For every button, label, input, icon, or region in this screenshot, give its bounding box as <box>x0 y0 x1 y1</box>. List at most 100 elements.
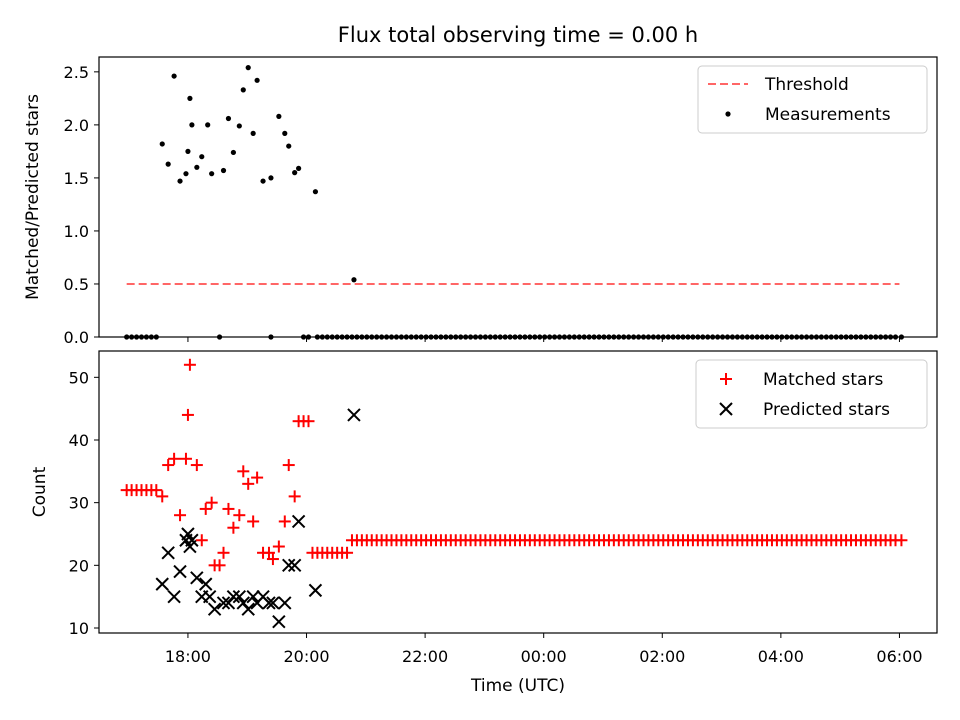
x-tick-label: 20:00 <box>283 647 329 666</box>
top-plot-marks <box>124 65 905 340</box>
measurement-point <box>230 149 236 156</box>
measurement-point <box>194 164 200 170</box>
measurement-point <box>199 154 205 160</box>
predicted-star-point <box>167 589 181 604</box>
predicted-star-point <box>155 577 169 591</box>
legend-measurements-swatch <box>725 111 731 117</box>
matched-star-point <box>150 484 163 497</box>
predicted-star-point <box>308 583 323 598</box>
predicted-star-point <box>262 596 276 610</box>
bottom-y-tick-label: 10 <box>69 619 89 638</box>
predicted-star-point <box>232 589 247 604</box>
top-y-tick-label: 1.0 <box>64 222 89 241</box>
measurement-point <box>250 130 256 136</box>
measurement-point <box>292 170 298 176</box>
matched-star-point <box>302 415 315 428</box>
bottom-y-tick-label: 50 <box>69 368 89 387</box>
matched-star-point <box>174 509 187 522</box>
bottom-axes-frame <box>98 350 938 634</box>
predicted-star-point <box>291 514 306 529</box>
matched-star-point <box>190 459 203 472</box>
matched-star-point <box>179 452 192 465</box>
bottom-y-axis-label: Count <box>30 466 50 517</box>
matched-star-point <box>233 509 246 522</box>
predicted-star-point <box>161 546 175 560</box>
legend-matched-label: Matched stars <box>763 370 883 390</box>
legend-measurements-label: Measurements <box>765 105 891 125</box>
matched-star-point <box>217 546 230 559</box>
legend-threshold-label: Threshold <box>764 75 849 95</box>
predicted-star-point <box>185 533 199 547</box>
matched-star-point <box>162 459 175 472</box>
measurement-point <box>268 175 274 181</box>
matched-star-point <box>237 465 250 478</box>
predicted-star-point <box>241 602 255 616</box>
predicted-star-point <box>347 408 361 422</box>
bottom-axes: 10 20 30 40 50 18:00 20:00 22:00 00:00 02:00 04:0… <box>30 350 938 696</box>
x-tick-label: 06:00 <box>876 647 922 666</box>
top-y-tick-label: 2.5 <box>64 63 89 82</box>
legend-predicted-label: Predicted stars <box>763 400 890 420</box>
measurement-point <box>282 130 288 136</box>
bottom-y-tick-label: 20 <box>69 556 89 575</box>
predicted-star-point <box>287 558 302 573</box>
matched-star-point <box>183 358 196 371</box>
bottom-legend: Matched stars Predicted stars <box>695 359 928 429</box>
x-tick-label: 02:00 <box>639 647 685 666</box>
bottom-y-tick-label: 40 <box>69 431 89 450</box>
matched-star-point <box>341 546 354 559</box>
predicted-star-point <box>266 596 280 610</box>
x-tick-label: 04:00 <box>758 647 804 666</box>
predicted-star-point <box>226 589 241 604</box>
top-y-tick-label: 0.0 <box>64 328 89 347</box>
measurement-point <box>209 171 215 177</box>
matched-star-point <box>272 540 285 553</box>
x-axis-label: Time (UTC) <box>470 676 565 696</box>
measurement-point <box>177 178 183 184</box>
predicted-star-point <box>278 596 292 610</box>
top-legend-box <box>697 65 928 134</box>
chart-title: Flux total observing time = 0.00 h <box>338 23 698 47</box>
matched-star-point <box>266 553 279 566</box>
legend-predicted-swatch <box>719 402 733 416</box>
top-y-tick-label: 0.5 <box>64 275 89 294</box>
matched-star-point <box>156 490 169 503</box>
bottom-plot-marks <box>120 358 908 629</box>
top-x-ticks <box>187 337 900 342</box>
matched-star-point <box>247 515 260 528</box>
top-y-ticks: 0.0 0.5 1.0 1.5 2.0 2.5 <box>64 63 99 347</box>
measurement-point <box>296 165 302 171</box>
bottom-legend-box <box>695 359 928 429</box>
measurement-point <box>205 122 211 128</box>
predicted-star-point <box>282 558 296 573</box>
matched-star-point <box>251 471 264 484</box>
x-tick-label: 00:00 <box>521 647 567 666</box>
predicted-star-point <box>246 589 260 604</box>
measurement-point <box>254 77 260 83</box>
predicted-star-point <box>181 527 195 541</box>
matched-star-point <box>895 534 908 547</box>
matched-star-point <box>213 559 226 572</box>
top-y-tick-label: 1.5 <box>64 169 89 188</box>
measurement-point <box>165 161 171 167</box>
measurement-point <box>276 113 282 119</box>
matched-star-point <box>168 452 181 465</box>
bottom-y-ticks: 10 20 30 40 50 <box>69 368 99 638</box>
predicted-star-point <box>199 577 213 591</box>
measurement-point <box>185 148 191 154</box>
matched-star-point <box>282 459 295 472</box>
legend-matched-swatch <box>720 373 732 385</box>
top-y-tick-label: 2.0 <box>64 116 89 135</box>
matched-star-point <box>195 534 208 547</box>
top-axes: 0.0 0.5 1.0 1.5 2.0 2.5 Matched/Predicted sta… <box>23 56 938 347</box>
measurement-point <box>183 171 189 177</box>
measurement-point <box>225 115 232 122</box>
measurement-point <box>236 123 242 129</box>
matched-star-point <box>205 496 218 509</box>
matched-star-point <box>288 490 301 503</box>
predicted-star-point <box>202 589 217 604</box>
measurement-point <box>171 73 177 79</box>
x-tick-label: 18:00 <box>165 647 211 666</box>
matched-star-point <box>278 515 291 528</box>
measurement-point <box>220 167 227 174</box>
